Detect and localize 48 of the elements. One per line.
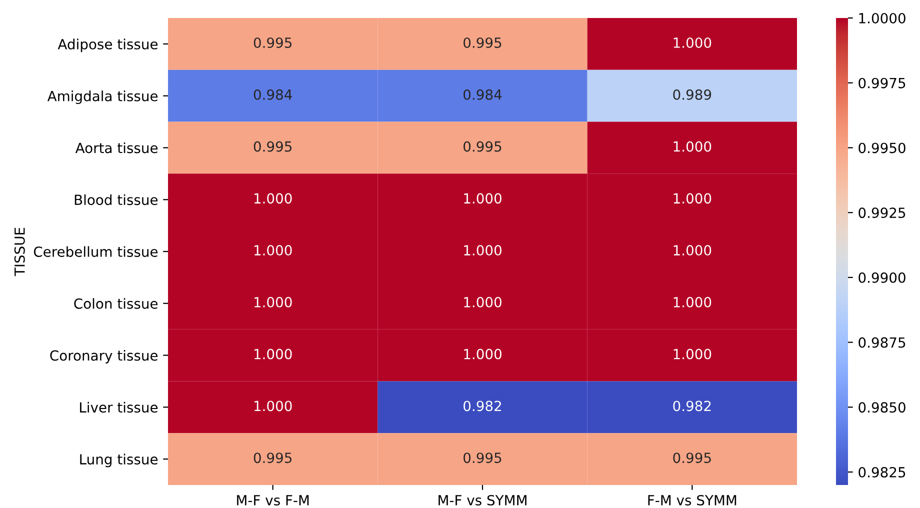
data-label: 0.995: [673, 452, 711, 464]
data-label: 0.995: [254, 37, 292, 48]
color-bar-label: 0.9950: [858, 142, 906, 154]
y-tick-label: Blood tissue: [74, 194, 158, 206]
x-tick-label: M-F vs SYMM: [438, 494, 526, 506]
data-label: 1.000: [674, 37, 712, 48]
color-bar-label: 0.9975: [858, 78, 906, 88]
data-label: 1.000: [464, 193, 502, 204]
y-tick-label: Lung tissue: [80, 454, 158, 468]
data-label: 1.000: [464, 296, 502, 308]
y-tick-label: Adipose tissue: [58, 38, 158, 52]
data-label: 1.000: [674, 193, 712, 204]
data-label: 0.995: [254, 141, 292, 152]
color-bar-label: 0.9900: [858, 272, 906, 283]
data-label: 1.000: [674, 348, 712, 360]
y-tick-label: Colon tissue: [74, 298, 158, 309]
data-label: 0.982: [673, 400, 711, 412]
data-label: 1.000: [674, 245, 712, 256]
data-label: 1.000: [674, 141, 712, 152]
data-label: 1.000: [254, 348, 292, 360]
color-bar-label: 1.0000: [859, 12, 906, 24]
y-tick-label: Cerebellum tissue: [34, 246, 158, 257]
data-label: 0.995: [464, 452, 502, 464]
data-label: 0.995: [464, 37, 502, 48]
y-axis-title: TISSUE: [14, 228, 25, 276]
color-bar-label: 0.9925: [858, 208, 906, 218]
data-label: 0.995: [254, 452, 292, 464]
color-bar-label: 0.9825: [858, 466, 906, 478]
x-tick-label: M-F vs F-M: [237, 495, 309, 506]
data-label: 1.000: [674, 296, 712, 308]
data-label: 0.989: [673, 89, 712, 100]
y-tick-label: Coronary tissue: [50, 350, 158, 364]
y-tick-label: Aorta tissue: [75, 142, 158, 154]
y-tick-label: Liver tissue: [80, 402, 158, 413]
color-bar-label: 0.9850: [858, 402, 906, 413]
y-tick-label: Amigdala tissue: [47, 90, 158, 104]
data-label: 1.000: [254, 193, 292, 204]
data-label: 0.982: [464, 400, 501, 412]
data-label: 1.000: [254, 400, 292, 412]
data-label: 1.000: [464, 348, 502, 360]
data-label: 0.984: [464, 89, 502, 100]
data-label: 0.984: [254, 89, 292, 100]
data-label: 1.000: [254, 296, 292, 308]
color-bar-label: 0.9875: [858, 337, 906, 348]
data-label: 0.995: [464, 141, 502, 152]
data-label: 1.000: [254, 245, 292, 256]
data-label: 1.000: [464, 245, 502, 256]
x-tick-label: F-M vs SYMM: [648, 494, 736, 506]
